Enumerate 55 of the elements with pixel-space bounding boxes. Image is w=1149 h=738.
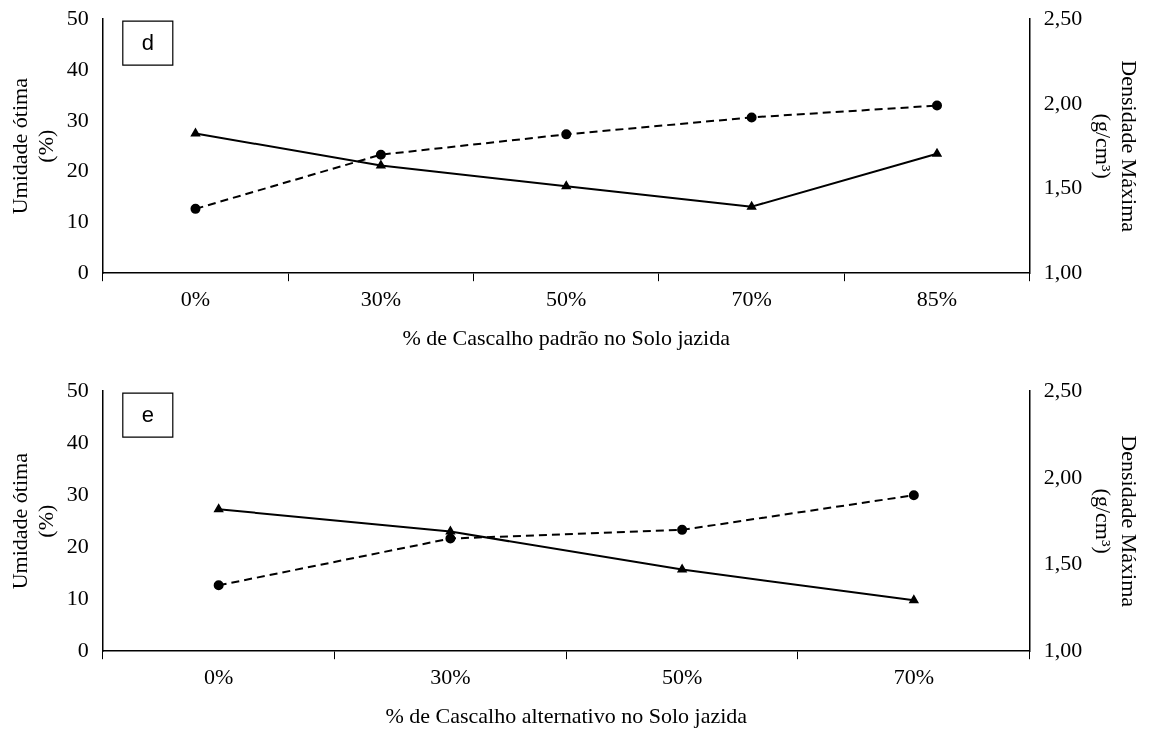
y-tick-label: 20 [66,532,89,558]
point [213,580,224,591]
point [746,112,757,123]
y2-tick-label: 2,00 [1043,89,1083,115]
y-tick-label: 40 [66,428,89,454]
annotation: e [141,402,154,428]
y2-tick-label: 1,00 [1043,636,1083,662]
point [445,526,455,535]
annotation: d [141,30,154,56]
y2-tick-label: 2,50 [1043,376,1083,402]
y2-axis-title: Densidade Máxima (g/cm³) [1090,60,1143,233]
y2-tick-label: 1,50 [1043,550,1083,576]
point [214,504,224,513]
y-tick-label: 40 [66,55,89,81]
point [376,160,386,169]
y-tick-label: 0 [77,636,89,662]
y-tick-label: 10 [66,208,89,234]
y-tick-label: 10 [66,584,89,610]
x-tick-label: 0% [180,286,211,312]
x-tick-label: 30% [430,664,471,690]
y2-axis-title: Densidade Máxima (g/cm³) [1090,435,1143,608]
x-tick-label: 50% [546,286,587,312]
y-tick-label: 50 [66,376,89,402]
point [909,595,919,604]
point [375,149,386,160]
x-tick-label: 85% [916,286,958,312]
point [908,490,919,501]
y-tick-label: 20 [66,157,89,183]
point [932,100,943,111]
y-axis-title: Umidade ótima (%) [6,77,59,215]
y-tick-label: 0 [77,258,89,284]
x-axis-title: % de Cascalho padrão no Solo jazida [402,324,731,350]
y-axis-title: Umidade ótima (%) [6,452,59,590]
y2-tick-label: 1,00 [1043,258,1083,284]
y2-tick-label: 1,50 [1043,174,1083,200]
x-tick-label: 70% [893,664,934,690]
y2-tick-label: 2,00 [1043,463,1083,489]
x-tick-label: 0% [204,664,234,690]
point [932,148,942,157]
x-axis-title: % de Cascalho alternativo no Solo jazida [385,702,748,728]
point [445,533,456,544]
x-tick-label: 50% [661,664,703,690]
point [191,128,200,137]
point [561,181,571,190]
point [747,201,757,210]
x-tick-label: 30% [360,286,402,312]
x-tick-label: 70% [731,286,772,312]
y-tick-label: 30 [66,480,89,506]
point [677,564,687,573]
y2-tick-label: 2,50 [1043,4,1083,30]
y-tick-label: 50 [66,4,89,30]
point [561,129,572,140]
point [677,524,688,535]
point [190,203,201,214]
y-tick-label: 30 [66,106,89,132]
